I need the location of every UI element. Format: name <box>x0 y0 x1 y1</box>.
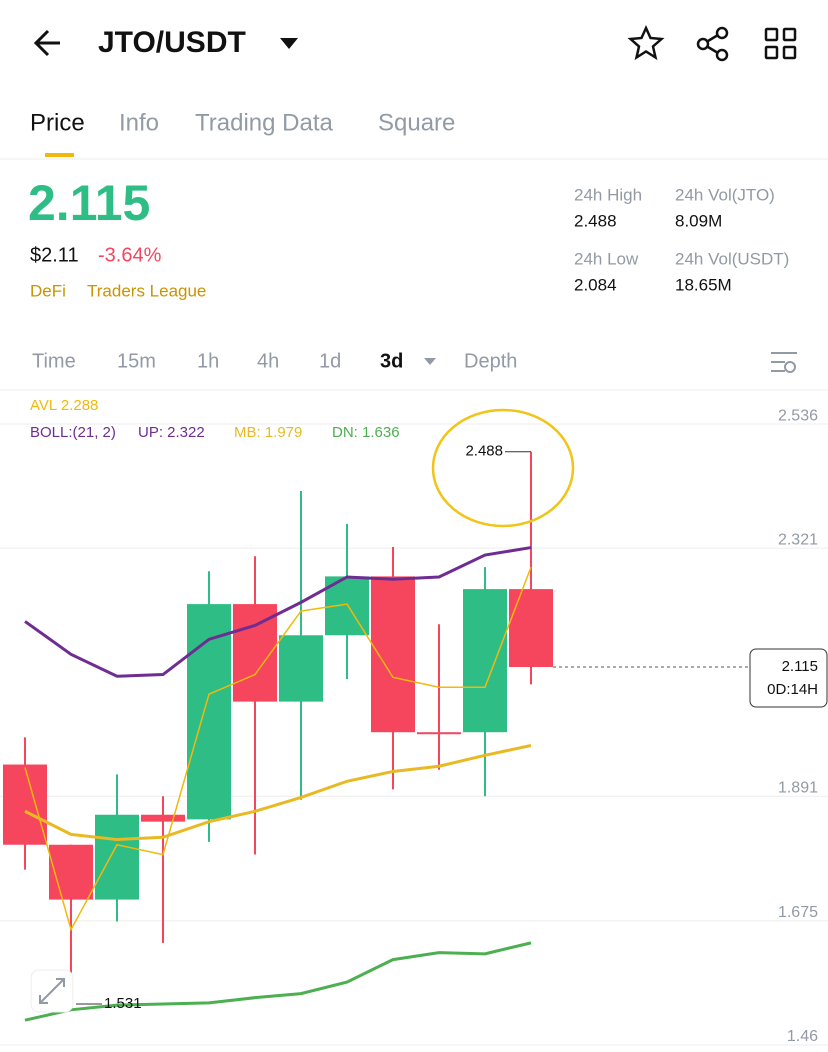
stat-value: 18.65M <box>675 275 732 294</box>
interval-dropdown[interactable] <box>424 358 436 365</box>
candle-body <box>95 814 139 900</box>
legend-entry: DN: 1.636 <box>332 424 400 441</box>
stat-value: 8.09M <box>675 211 722 230</box>
fullscreen-icon <box>39 978 65 1004</box>
candle-body <box>509 589 553 668</box>
candle-body <box>141 814 185 822</box>
y-tick-label: 1.891 <box>778 779 818 796</box>
candle-body <box>187 604 231 820</box>
menu-icon[interactable] <box>764 27 797 60</box>
tag[interactable]: Traders League <box>87 281 206 300</box>
interval[interactable]: Time <box>32 350 76 372</box>
tab[interactable]: Info <box>119 109 159 136</box>
stat-value: 2.084 <box>574 275 617 294</box>
indicator-line <box>24 566 532 932</box>
stat-label: 24h Vol(JTO) <box>675 185 775 204</box>
y-tick-label: 2.321 <box>778 531 818 548</box>
stat-label: 24h High <box>574 185 642 204</box>
tabs: Price Info Trading Data Square <box>30 109 455 136</box>
chart-settings-icon[interactable] <box>771 352 797 373</box>
interval[interactable]: Depth <box>464 350 517 372</box>
candle-body <box>233 604 277 702</box>
candle-body <box>371 576 415 733</box>
last-price-label: 2.115 <box>782 658 818 675</box>
tab-indicator <box>45 153 74 157</box>
candle-body <box>463 589 507 733</box>
legend-entry: UP: 2.322 <box>138 424 205 441</box>
indicator-line <box>24 546 532 678</box>
stat-label: 24h Low <box>574 249 639 268</box>
candle-body <box>3 764 47 845</box>
interval[interactable]: 15m <box>117 350 156 372</box>
legend-entry: AVL 2.288 <box>30 397 98 414</box>
candle-body <box>49 844 93 900</box>
high-marker-label: 2.488 <box>465 443 503 460</box>
stat-label: 24h Vol(USDT) <box>675 249 789 268</box>
tab[interactable]: Price <box>30 109 85 136</box>
usd-price: $2.11 <box>30 244 79 266</box>
y-tick-label: 1.46 <box>787 1028 818 1045</box>
stat-value: 2.488 <box>574 211 617 230</box>
indicator-line <box>24 744 532 842</box>
hand-drawn-circle <box>431 408 575 528</box>
interval[interactable]: 1h <box>197 350 219 372</box>
candle-body <box>279 635 323 702</box>
chart: 1.46 1.675 1.891 2.321 2.536 AVL 2.288 BOLL:(2… <box>0 397 828 1046</box>
interval[interactable]: 4h <box>257 350 279 372</box>
tab[interactable]: Square <box>378 109 455 136</box>
price-change: -3.64% <box>98 244 162 266</box>
share-icon[interactable] <box>696 26 729 62</box>
back-button[interactable] <box>33 29 60 57</box>
legend-entry: MB: 1.979 <box>234 424 302 441</box>
tag[interactable]: DeFi <box>30 281 66 300</box>
pair-dropdown[interactable] <box>280 38 298 49</box>
indicator-label: BOLL:(21, 2) <box>30 424 116 441</box>
y-tick-label: 1.675 <box>778 904 818 921</box>
pair-title[interactable]: JTO/USDT <box>98 26 246 59</box>
favorite-icon[interactable] <box>627 24 665 61</box>
interval[interactable]: 1d <box>319 350 341 372</box>
tab[interactable]: Trading Data <box>195 109 334 136</box>
candle-body <box>417 732 461 735</box>
y-tick-label: 2.536 <box>778 407 818 424</box>
interval[interactable]: 3d <box>380 350 403 372</box>
indicator-line <box>24 941 532 1022</box>
countdown-label: 0D:14H <box>767 681 818 698</box>
low-marker-label: 1.531 <box>104 995 142 1012</box>
last-price-box <box>749 648 828 708</box>
last-price: 2.115 <box>28 175 150 231</box>
